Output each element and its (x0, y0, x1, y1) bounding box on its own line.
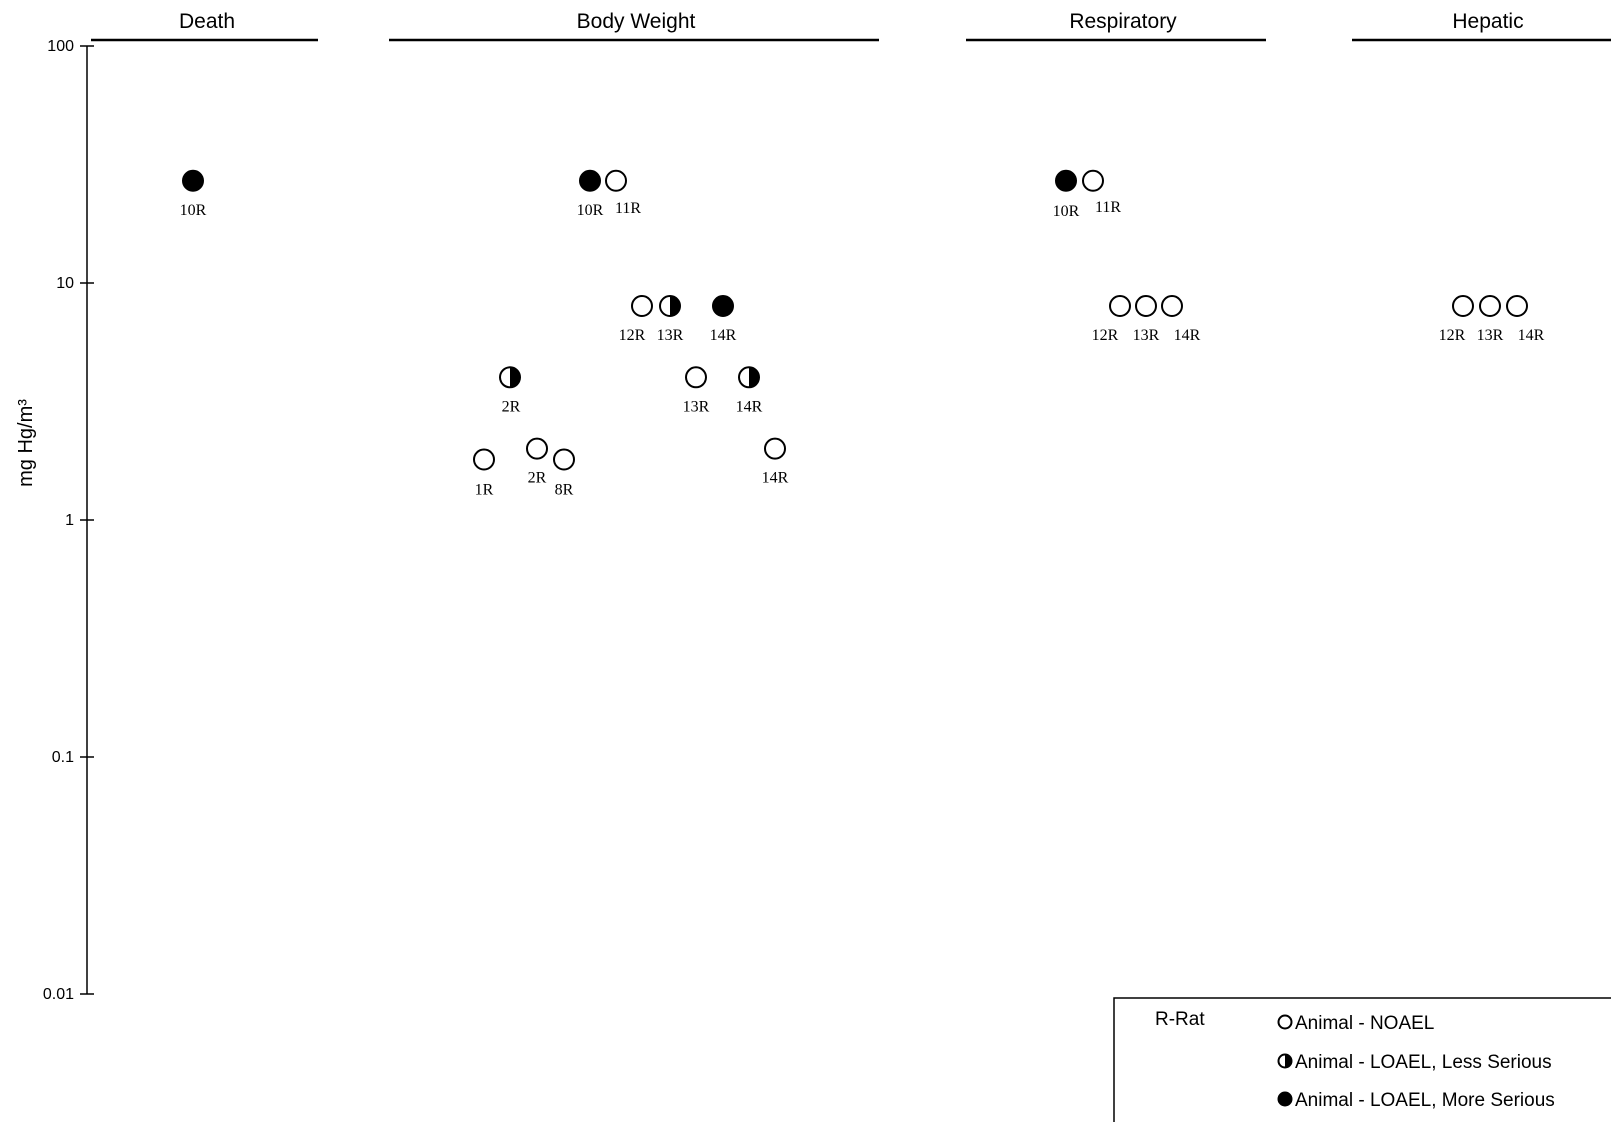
data-point-label: 10R (180, 202, 207, 219)
legend-items: Animal - NOAEL Animal - LOAEL, Less Serio… (1277, 1013, 1555, 1111)
y-tick-label: 1 (65, 512, 74, 529)
data-point (764, 437, 786, 460)
data-point-label: 8R (555, 482, 574, 499)
y-axis-title: mg Hg/m³ (15, 399, 37, 487)
legend-marker (1277, 1053, 1293, 1069)
data-point-label: 11R (615, 200, 641, 217)
data-point (526, 437, 548, 460)
data-point-label: 14R (762, 470, 789, 487)
data-point (712, 294, 734, 317)
data-point-label: 12R (1439, 327, 1466, 344)
y-tick-label: 100 (47, 38, 74, 55)
data-point-label: 13R (657, 327, 684, 344)
category-title-respiratory: Respiratory (1069, 10, 1177, 33)
legend-item-label: Animal - LOAEL, More Serious (1295, 1090, 1555, 1111)
data-point (1161, 294, 1183, 317)
legend-marker (1277, 1091, 1293, 1107)
data-point (1055, 169, 1077, 192)
data-point-label: 13R (683, 398, 710, 415)
legend-species: R-Rat (1155, 1009, 1205, 1030)
data-point (685, 366, 707, 389)
data-point-label: 14R (1174, 327, 1201, 344)
legend-item-label: Animal - NOAEL (1295, 1013, 1434, 1034)
data-point (605, 169, 627, 192)
data-point (659, 294, 681, 317)
data-point (1452, 294, 1474, 317)
data-point-label: 10R (1053, 203, 1080, 220)
data-point (499, 366, 521, 389)
category-headers: Death Body Weight Respiratory Hepatic (91, 10, 1611, 42)
category-title-hepatic: Hepatic (1452, 10, 1523, 33)
data-point (579, 169, 601, 192)
y-tick-label: 0.01 (43, 986, 74, 1003)
data-point-label: 11R (1095, 199, 1121, 216)
data-point (1479, 294, 1501, 317)
y-tick-label: 0.1 (52, 749, 74, 766)
data-point-label: 13R (1477, 327, 1504, 344)
data-point (553, 448, 575, 471)
data-point (1135, 294, 1157, 317)
data-point-label: 14R (736, 398, 763, 415)
data-point (473, 448, 495, 471)
data-point-label: 1R (475, 482, 494, 499)
y-tick-label: 10 (56, 275, 74, 292)
data-point-label: 14R (710, 327, 737, 344)
data-point-label: 14R (1518, 327, 1545, 344)
data-point (182, 169, 204, 192)
data-point-label: 12R (619, 327, 646, 344)
data-point-labels: 10R 10R 11R 12R 13R 14R 2R 13R 14R 1R 2R 8R 14R 10R 11… (180, 199, 1545, 499)
data-point (1082, 169, 1104, 192)
legend-item-label: Animal - LOAEL, Less Serious (1295, 1052, 1552, 1073)
data-point (738, 366, 760, 389)
data-point (631, 294, 653, 317)
category-title-death: Death (179, 10, 235, 33)
data-point-label: 12R (1092, 327, 1119, 344)
legend-marker (1277, 1014, 1293, 1030)
legend: R-Rat Animal - NOAEL Animal - LOAEL, Less… (1113, 997, 1611, 1122)
data-point (1109, 294, 1131, 317)
data-points (182, 169, 1528, 471)
y-axis-ticks: 100 10 1 0.1 0.01 (43, 38, 94, 1003)
data-point-label: 10R (577, 202, 604, 219)
data-point-label: 2R (502, 398, 521, 415)
data-point-label: 2R (528, 470, 547, 487)
data-point-label: 13R (1133, 327, 1160, 344)
data-point (1506, 294, 1528, 317)
legend-border (1113, 997, 1611, 1122)
category-title-body-weight: Body Weight (577, 10, 696, 33)
